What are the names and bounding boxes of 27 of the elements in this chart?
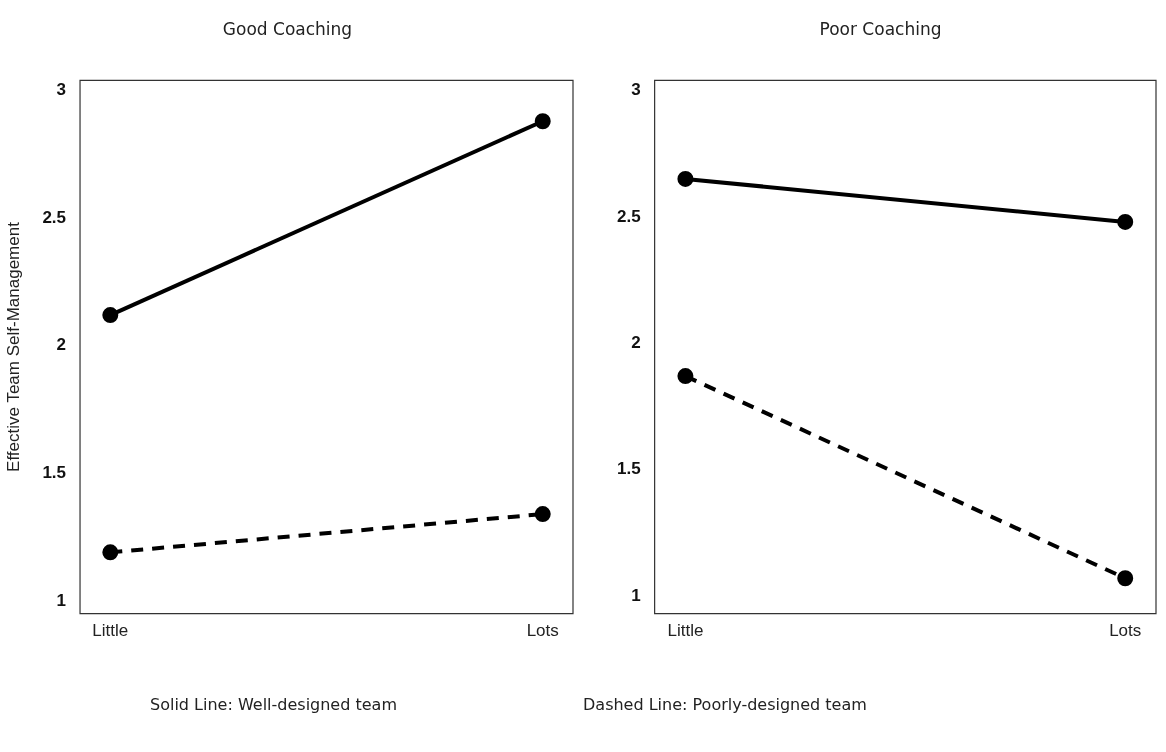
text: Dashed Line: Poorly-designed team	[583, 695, 867, 714]
y-tick-label: 2	[631, 332, 641, 352]
y-tick-label: 1.5	[42, 462, 67, 482]
text: Solid Line: Well-designed team	[150, 695, 397, 714]
point	[534, 506, 551, 523]
point	[677, 368, 694, 385]
x-tick-label: Lots	[526, 621, 559, 641]
point	[677, 170, 694, 187]
point	[102, 544, 119, 561]
y-axis-title: Effective Team Self-Management	[3, 221, 23, 472]
y-tick-label: 1.5	[616, 459, 641, 479]
point	[534, 113, 551, 130]
x-tick-label: Lots	[1109, 621, 1142, 641]
y-tick-label: 3	[631, 80, 641, 100]
y-tick-label: 3	[56, 80, 67, 100]
y-tick-label: 2	[56, 335, 67, 355]
point	[102, 307, 119, 324]
x-tick-label: Little	[92, 621, 129, 641]
x-tick-label: Little	[667, 621, 704, 641]
point	[1117, 570, 1134, 587]
chart-title: Good Coaching	[222, 18, 353, 39]
point	[1117, 213, 1134, 230]
y-tick-label: 1	[631, 585, 641, 605]
y-tick-label: 1	[56, 590, 67, 610]
chart-title: Poor Coaching	[819, 18, 942, 39]
y-tick-label: 2.5	[616, 206, 641, 226]
y-tick-label: 2.5	[42, 207, 67, 227]
